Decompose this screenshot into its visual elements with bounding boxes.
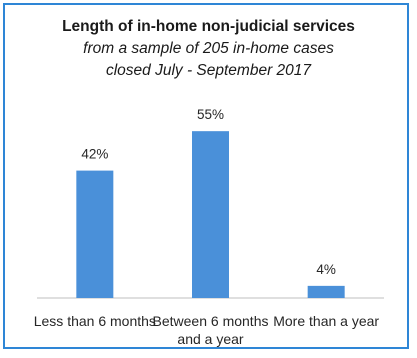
data-label-2: 55% [197,107,224,122]
labels-group: 42% Less than 6 months 55% Between 6 months… [34,107,380,347]
data-label-1: 42% [81,147,108,162]
x-tick-label-2-line-2: and a year [177,331,243,347]
bar-2 [192,131,229,298]
x-tick-label-1: Less than 6 months [34,313,156,329]
chart-subtitle-line-1: from a sample of 205 in-home cases [83,40,334,57]
bars-group [76,131,345,298]
x-tick-label-3: More than a year [273,313,379,329]
bar-3 [307,285,345,298]
data-label-3: 4% [316,262,336,277]
x-tick-label-2-line-1: Between 6 months [153,313,269,329]
chart-subtitle-line-2: closed July - September 2017 [105,62,312,79]
chart-title: Length of in-home non-judicial services [62,18,355,35]
bar-1 [76,170,114,298]
